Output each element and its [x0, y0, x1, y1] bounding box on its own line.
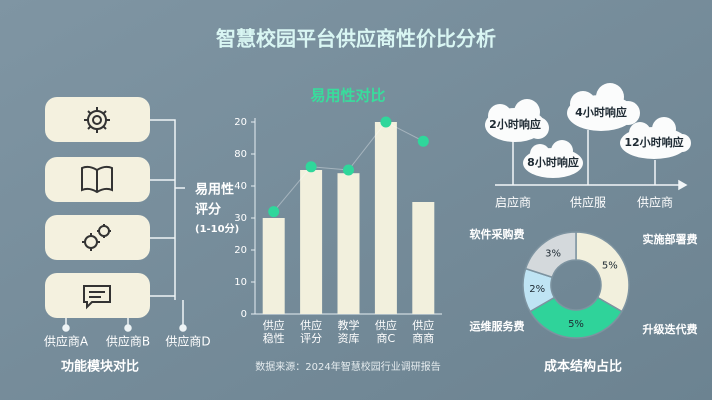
donut-segment [575, 231, 630, 313]
x-tick-label: 稳性 [263, 331, 285, 345]
timeline-label: 供应商 [637, 195, 673, 210]
module-boxes [45, 97, 150, 318]
value-label: 5% [602, 261, 618, 272]
source-note: 数据来源：2024年智慧校园行业调研报告 [255, 360, 440, 373]
x-tick-label: 评分 [300, 332, 322, 345]
bar [374, 122, 397, 314]
axis-label: 易用性 [195, 182, 234, 198]
y-tick-label: 20 [234, 245, 247, 256]
timeline-axis [495, 130, 688, 191]
bar [337, 173, 360, 314]
module-icons [81, 107, 113, 310]
score-dot [268, 206, 280, 218]
x-tick-label: 供应 [263, 318, 285, 332]
y-tick-label: 20 [234, 117, 247, 128]
donut-segment [524, 231, 577, 279]
timeline-label: 供应服 [570, 195, 606, 210]
score-dot [417, 135, 429, 147]
timeline-label: 启应商 [495, 195, 531, 210]
score-dot [380, 116, 392, 128]
supplier-label: 供应商A [44, 334, 89, 349]
category-label: 升级迭代费 [643, 322, 698, 336]
axis-label: 评分 [195, 202, 221, 218]
caption: 功能模块对比 [61, 359, 139, 375]
score-dot [343, 164, 354, 176]
x-tick-label: 资库 [338, 332, 360, 345]
cloud-label: 4小时响应 [575, 105, 627, 119]
value-label: 2% [529, 284, 545, 295]
y-tick-label: 10 [234, 277, 247, 288]
y-tick-label: 40 [234, 181, 247, 192]
category-label: 运维服务费 [470, 319, 525, 333]
donut-segment [529, 296, 623, 339]
score-dot [305, 161, 317, 173]
bar [300, 170, 323, 314]
chart-title: 易用性对比 [310, 87, 385, 105]
y-tick-label: 30 [234, 213, 247, 224]
x-tick-label: 供应 [412, 318, 434, 332]
value-label: 5% [568, 319, 584, 330]
x-tick-label: 教学 [338, 318, 360, 332]
cloud-label: 12小时响应 [624, 135, 683, 149]
bar [412, 202, 435, 314]
x-tick-label: 供应 [300, 318, 322, 332]
category-label: 软件采购费 [470, 227, 525, 241]
value-label: 3% [545, 248, 561, 259]
x-tick-label: 商商 [412, 331, 434, 345]
x-tick-label: 商C [377, 331, 396, 345]
x-tick-label: 供应 [375, 318, 397, 332]
cloud-label: 8小时响应 [527, 155, 579, 169]
y-tick-label: 0 [241, 309, 247, 320]
category-label: 实施部署费 [643, 232, 698, 246]
bar [262, 218, 285, 314]
page-title: 智慧校园平台供应商性价比分析 [216, 27, 496, 51]
clouds [485, 83, 691, 178]
bracket-lines [62, 119, 187, 332]
cloud-label: 2小时响应 [489, 117, 541, 131]
axis-label: (1-10分) [195, 222, 239, 235]
y-tick-label: 80 [234, 149, 247, 160]
supplier-label: 供应商B [106, 334, 150, 349]
chart-title: 成本结构占比 [544, 359, 622, 375]
supplier-label: 供应商D [165, 334, 210, 349]
